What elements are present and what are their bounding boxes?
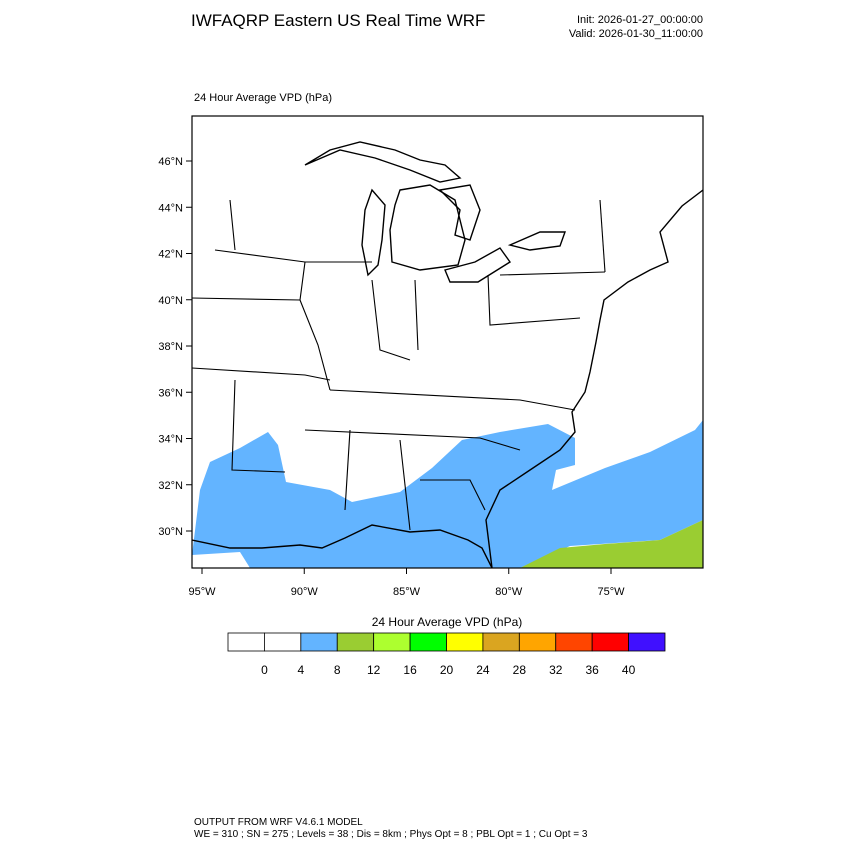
lon-label: 85°W [393, 586, 421, 598]
lon-label: 75°W [597, 586, 625, 598]
init-time: Init: 2026-01-27_00:00:00 [577, 14, 703, 26]
colorbar-label: 12 [367, 663, 381, 677]
lat-label: 32°N [158, 480, 183, 492]
valid-time: Valid: 2026-01-30_11:00:00 [569, 28, 703, 40]
vpd-4-8 [192, 420, 703, 568]
coastline [192, 141, 703, 568]
footer-line: WE = 310 ; SN = 275 ; Levels = 38 ; Dis … [194, 829, 588, 840]
colorbar-box [591, 632, 629, 652]
lon-label: 95°W [188, 586, 216, 598]
lat-label: 36°N [158, 387, 183, 399]
vpd-8-12 [520, 520, 703, 568]
colorbar-label: 36 [585, 663, 599, 677]
colorbar-box [628, 632, 666, 652]
colorbar-label: 24 [476, 663, 490, 677]
title: IWFAQRP Eastern US Real Time WRF [191, 11, 485, 30]
state-borders [192, 199, 606, 531]
colorbar-box [446, 632, 484, 652]
colorbar-label: 4 [297, 663, 304, 677]
colorbar-box [482, 632, 520, 652]
lat-label: 46°N [158, 156, 183, 168]
lon-label: 80°W [495, 586, 523, 598]
footer-line: OUTPUT FROM WRF V4.6.1 MODEL [194, 817, 363, 828]
lat-label: 40°N [158, 295, 183, 307]
colorbar-box [409, 632, 447, 652]
colorbar-box [227, 632, 265, 652]
colorbar-box [300, 632, 338, 652]
map-frame [191, 115, 704, 569]
colorbar-label: 0 [261, 663, 268, 677]
map [191, 115, 704, 569]
colorbar-label: 40 [622, 663, 636, 677]
colorbar-label: 20 [440, 663, 454, 677]
lat-label: 42°N [158, 249, 183, 261]
lon-label: 90°W [291, 586, 319, 598]
colorbar-box [336, 632, 375, 652]
lat-label: 34°N [158, 434, 183, 446]
map-title: 24 Hour Average VPD (hPa) [194, 92, 332, 104]
colorbar-box [373, 632, 411, 652]
lat-label: 30°N [158, 526, 183, 538]
colorbar-label: 8 [334, 663, 341, 677]
colorbar-box [264, 632, 302, 652]
colorbar-label: 32 [549, 663, 563, 677]
colorbar-label: 28 [513, 663, 527, 677]
colorbar-box [555, 632, 593, 652]
colorbar-title: 24 Hour Average VPD (hPa) [372, 615, 523, 629]
lat-label: 44°N [158, 202, 183, 214]
colorbar-box [518, 632, 557, 652]
lat-label: 38°N [158, 341, 183, 353]
colorbar-label: 16 [403, 663, 417, 677]
